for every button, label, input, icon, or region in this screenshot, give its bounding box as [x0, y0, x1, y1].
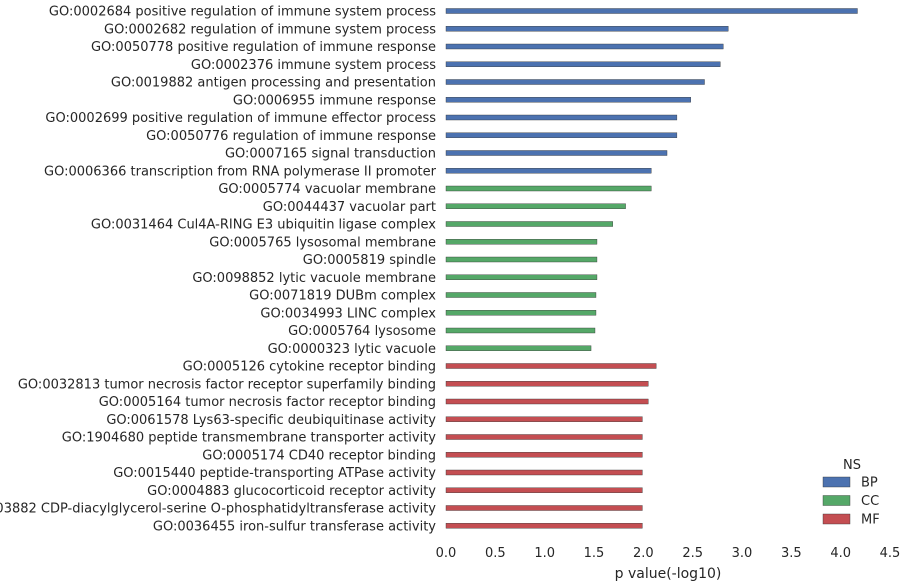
x-tick-label: 0.0 — [436, 546, 457, 561]
x-tick-label: 4.5 — [880, 546, 901, 561]
bar-mf — [445, 523, 643, 529]
x-tick-label: 2.5 — [682, 546, 703, 561]
category-label: GO:0005765 lysosomal membrane — [209, 235, 436, 250]
bar-bp — [445, 26, 729, 32]
legend: NS BP CC MF — [822, 458, 880, 528]
category-label: GO:0098852 lytic vacuole membrane — [192, 271, 436, 286]
category-label: GO:0044437 vacuolar part — [263, 200, 436, 215]
bar-mf — [445, 505, 643, 511]
bar-mf — [445, 363, 657, 369]
x-axis-label: p value(-log10) — [615, 566, 722, 582]
category-label: GO:0005774 vacuolar membrane — [218, 182, 436, 197]
category-label: GO:0006955 immune response — [233, 93, 436, 108]
legend-swatch-mf — [822, 513, 851, 525]
category-label: GO:0032813 tumor necrosis factor recepto… — [18, 377, 436, 392]
category-label: GO:0019882 antigen processing and presen… — [111, 76, 436, 91]
legend-label-mf: MF — [861, 513, 880, 528]
bar-mf — [445, 381, 649, 387]
bar-mf — [445, 487, 643, 493]
x-tick-label: 3.0 — [732, 546, 753, 561]
x-tick-label: 2.0 — [633, 546, 654, 561]
bar-cc — [445, 292, 597, 298]
bar-bp — [445, 114, 678, 121]
legend-label-bp: BP — [861, 476, 878, 491]
category-label: GO:0007165 signal transduction — [225, 147, 436, 162]
category-label: GO:0050778 positive regulation of immune… — [91, 40, 436, 55]
x-tick-label: 4.0 — [830, 546, 851, 561]
category-label: GO:0015440 peptide-transporting ATPase a… — [113, 466, 436, 481]
category-label: GO:0005174 CD40 receptor binding — [202, 448, 436, 463]
bar-bp — [445, 61, 721, 67]
category-label: GO:0005764 lysosome — [288, 324, 436, 339]
bar-bp — [445, 132, 678, 138]
bar-mf — [445, 452, 643, 458]
x-tick-label: 3.5 — [781, 546, 802, 561]
bar-mf — [445, 469, 643, 476]
category-label: GO:0000323 lytic vacuole — [268, 342, 436, 357]
bar-mf — [445, 416, 643, 422]
category-label: GO:0031464 Cul4A-RING E3 ubiquitin ligas… — [91, 218, 436, 233]
bars-layer — [445, 8, 858, 529]
bar-cc — [445, 327, 596, 334]
category-label: GO:0005164 tumor necrosis factor recepto… — [99, 395, 436, 410]
category-label: GO:0050776 regulation of immune response — [146, 129, 436, 144]
bar-cc — [445, 310, 597, 316]
bar-cc — [445, 274, 598, 280]
bar-bp — [445, 79, 705, 85]
bar-cc — [445, 203, 626, 209]
bar-cc — [445, 185, 652, 192]
bar-bp — [445, 8, 858, 14]
bar-bp — [445, 43, 724, 50]
bar-mf — [445, 398, 649, 405]
x-tick-label: 1.0 — [534, 546, 555, 561]
category-label: GO:0002376 immune system process — [191, 58, 436, 73]
category-label: GO:0034993 LINC complex — [260, 306, 436, 321]
category-label: GO:0004883 glucocorticoid receptor activ… — [147, 484, 436, 499]
bar-cc — [445, 345, 592, 351]
bar-mf — [445, 434, 643, 440]
category-label: GO:0002682 regulation of immune system p… — [104, 22, 436, 37]
legend-swatch-bp — [822, 476, 851, 488]
bar-cc — [445, 221, 613, 227]
bar-bp — [445, 168, 652, 174]
legend-swatch-cc — [822, 495, 851, 506]
category-label: GO:0002684 positive regulation of immune… — [49, 5, 436, 20]
x-axis-ticks: 0.0 0.5 1.0 1.5 2.0 2.5 3.0 3.5 4.0 4.5 — [436, 546, 901, 561]
bar-bp — [445, 97, 691, 103]
category-labels: GO:0002684 positive regulation of immune… — [0, 5, 437, 535]
bar-cc — [445, 239, 598, 245]
bar-cc — [445, 256, 598, 263]
bar-bp — [445, 150, 668, 156]
legend-items: BP CC MF — [822, 476, 880, 528]
category-label: GO:0005126 cytokine receptor binding — [183, 360, 436, 375]
x-tick-label: 1.5 — [584, 546, 605, 561]
x-tick-label: 0.5 — [485, 546, 506, 561]
category-label: GO:0071819 DUBm complex — [249, 289, 436, 304]
category-label: GO:1904680 peptide transmembrane transpo… — [62, 431, 437, 446]
category-label: GO:0036455 iron-sulfur transferase activ… — [153, 519, 436, 534]
category-label: GO:0006366 transcription from RNA polyme… — [44, 164, 437, 179]
category-label: GO:0002699 positive regulation of immune… — [45, 111, 436, 126]
legend-title: NS — [843, 458, 861, 473]
category-label: GO:0005819 spindle — [303, 253, 436, 268]
category-label: GO:0003882 CDP-diacylglycerol-serine O-p… — [0, 502, 436, 517]
legend-label-cc: CC — [861, 494, 879, 509]
category-label: GO:0061578 Lys63-specific deubiquitinase… — [106, 413, 436, 428]
